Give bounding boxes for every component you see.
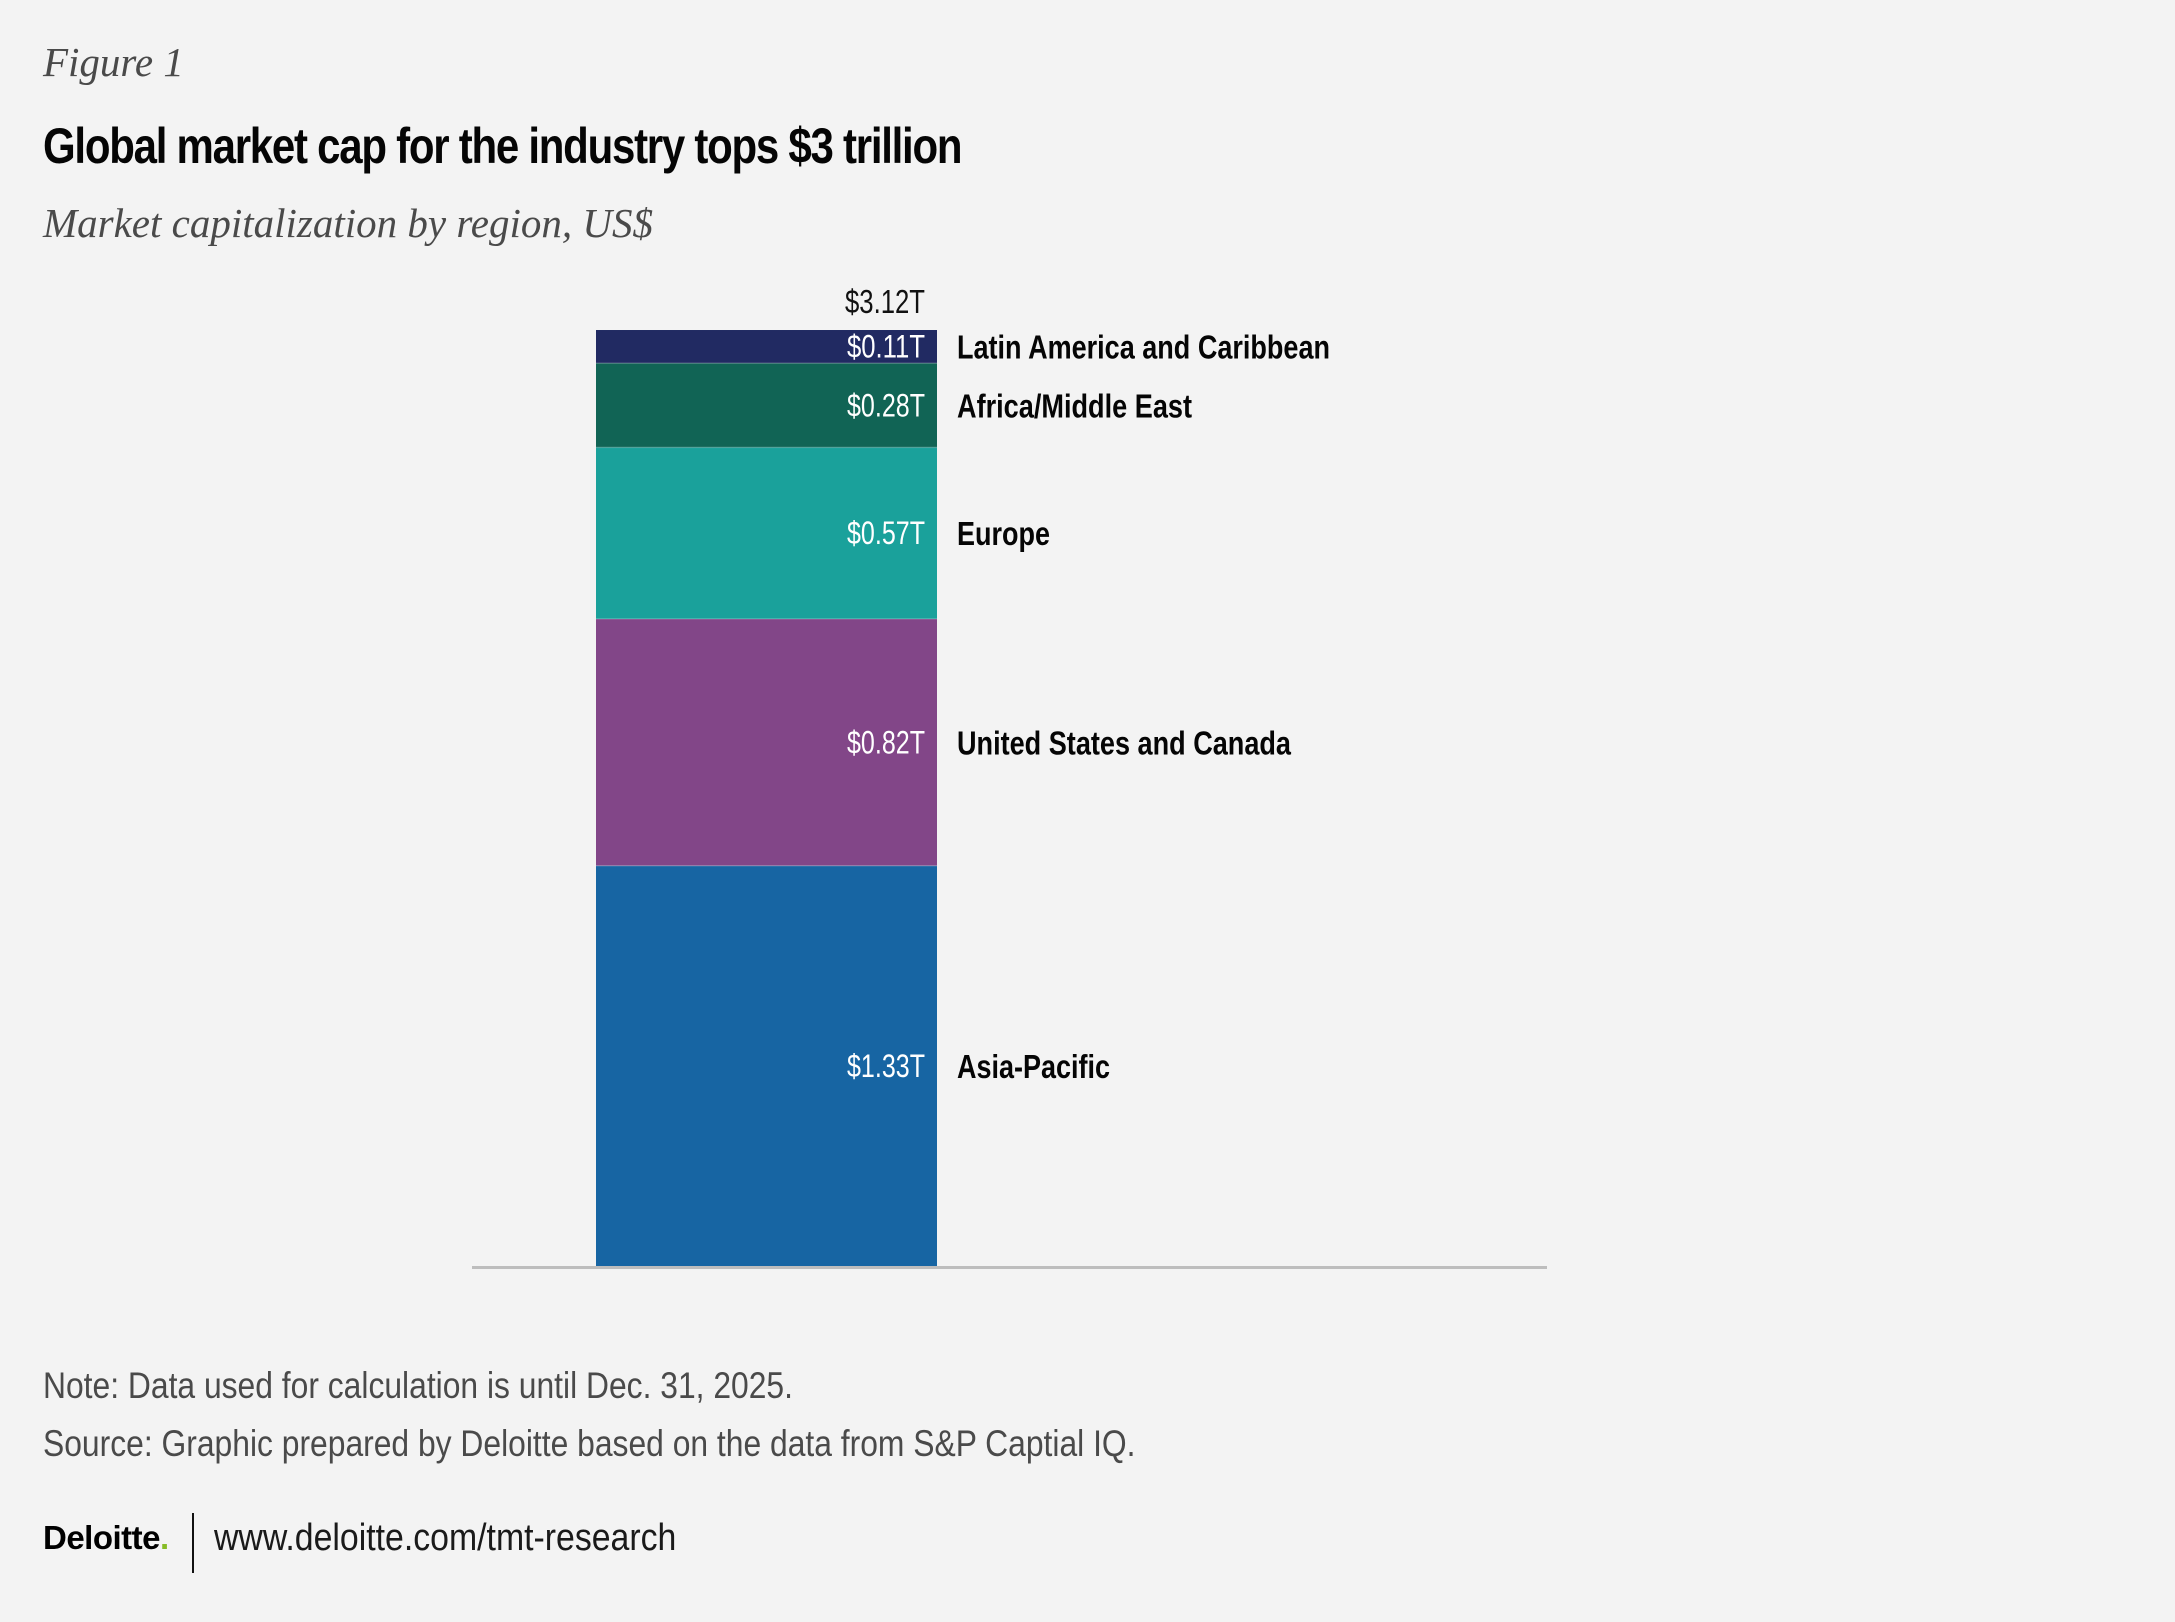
chart-subtitle: Market capitalization by region, US$: [43, 200, 653, 246]
chart-title: Global market cap for the industry tops …: [43, 118, 963, 174]
region-label-europe: Europe: [957, 515, 1050, 552]
figure-label: Figure 1: [43, 39, 184, 85]
footer-divider: [192, 1513, 194, 1573]
value-labels: $1.33T $0.82T $0.57T $0.28T $0.11T: [847, 329, 925, 1084]
source-text: Source: Graphic prepared by Deloitte bas…: [43, 1423, 1136, 1464]
note-text: Note: Data used for calculation is until…: [43, 1365, 793, 1406]
footer-url-link[interactable]: www.deloitte.com/tmt-research: [214, 1517, 677, 1559]
value-label-africa-middle-east: $0.28T: [847, 387, 925, 423]
bar-segment-asia-pacific: [596, 865, 937, 1266]
region-label-united-states-and-canada: United States and Canada: [957, 724, 1292, 761]
logo-dot: .: [160, 1519, 169, 1556]
value-label-united-states-and-canada: $0.82T: [847, 724, 925, 760]
bar-segment-united-states-and-canada: [596, 618, 937, 866]
value-label-europe: $0.57T: [847, 515, 925, 551]
bar-segments: [596, 330, 937, 1266]
value-label-latin-america-and-caribbean: $0.11T: [847, 329, 925, 365]
bar-segment-europe: [596, 447, 937, 619]
region-labels: Asia-Pacific United States and Canada Euro…: [957, 329, 1330, 1085]
bar-segment-africa-middle-east: [596, 363, 937, 448]
value-label-asia-pacific: $1.33T: [847, 1048, 925, 1084]
region-label-asia-pacific: Asia-Pacific: [957, 1048, 1110, 1085]
logo-text: Deloitte: [43, 1519, 161, 1556]
region-label-africa-middle-east: Africa/Middle East: [957, 387, 1192, 424]
bar-segment-latin-america-and-caribbean: [596, 330, 937, 364]
total-value-label: $3.12T: [845, 283, 925, 320]
deloitte-logo: Deloitte.: [43, 1518, 169, 1558]
region-label-latin-america-and-caribbean: Latin America and Caribbean: [957, 329, 1330, 366]
